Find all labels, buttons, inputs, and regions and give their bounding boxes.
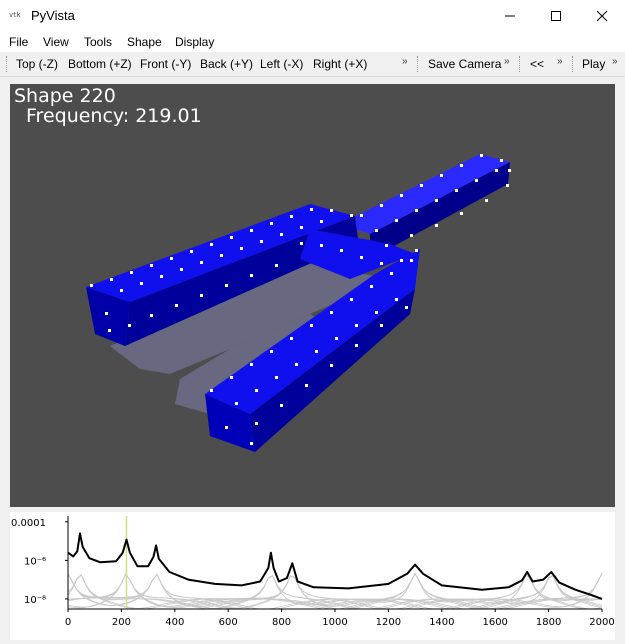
frequency-label: Frequency: 219.01 xyxy=(26,105,202,127)
menu-display[interactable]: Display xyxy=(175,35,215,49)
mesh-nodes xyxy=(90,154,511,445)
handle-side-face xyxy=(370,162,510,259)
view-front-button[interactable]: Front (-Y) xyxy=(140,57,192,71)
view-left-button[interactable]: Left (-X) xyxy=(260,57,304,71)
toolbar-overflow-1-icon[interactable]: » xyxy=(402,56,408,67)
minimize-button[interactable] xyxy=(487,0,533,32)
y-tick-label: 0.0001 xyxy=(11,518,46,529)
view-top-button[interactable]: Top (-Z) xyxy=(16,57,58,71)
x-tick-label: 2000 xyxy=(589,617,614,628)
save-camera-button[interactable]: Save Camera xyxy=(428,57,502,71)
render-viewport[interactable]: Shape 220 Frequency: 219.01 xyxy=(10,84,615,507)
upper-prong-end-face xyxy=(86,287,130,346)
response-series-line xyxy=(67,532,603,600)
lower-prong-top-face xyxy=(205,249,420,414)
upper-prong-top-face xyxy=(86,204,355,302)
play-button[interactable]: Play xyxy=(582,57,606,71)
upper-prong-side-face xyxy=(125,216,360,346)
bridge-top-face xyxy=(300,229,415,279)
frequency-response-plot[interactable]: 0 200 400 600 800 1000 1200 1400 1600 1800 2000 0.0… xyxy=(10,512,615,640)
x-tick-label: 0 xyxy=(65,617,71,628)
view-bottom-button[interactable]: Bottom (+Z) xyxy=(68,57,132,71)
title-bar: vtk PyVista xyxy=(0,0,625,32)
close-icon xyxy=(596,10,608,22)
lower-prong-end-face xyxy=(205,394,255,452)
background-mode-curve xyxy=(67,573,603,610)
toolbar-overflow-4-icon[interactable]: » xyxy=(612,56,618,67)
toolbar-handle[interactable] xyxy=(6,56,7,72)
menu-view[interactable]: View xyxy=(43,35,69,49)
frequency-chart: 0 200 400 600 800 1000 1200 1400 1600 1800 2000 0.0… xyxy=(11,516,615,628)
vtk-logo-icon: vtk xyxy=(9,11,21,19)
menu-shape[interactable]: Shape xyxy=(127,35,162,49)
menu-file[interactable]: File xyxy=(9,35,29,49)
menu-tools[interactable]: Tools xyxy=(84,35,113,49)
toolbar-handle[interactable] xyxy=(519,56,520,72)
view-back-button[interactable]: Back (+Y) xyxy=(200,57,254,71)
x-tick-label: 600 xyxy=(219,617,238,628)
maximize-icon xyxy=(551,11,561,21)
maximize-button[interactable] xyxy=(533,0,579,32)
y-tick-label: 10⁻⁸ xyxy=(24,595,46,606)
close-button[interactable] xyxy=(579,0,625,32)
x-tick-label: 200 xyxy=(112,617,131,628)
toolbar-overflow-2-icon[interactable]: » xyxy=(504,56,510,67)
tuning-fork-mesh xyxy=(86,154,511,452)
x-tick-label: 1400 xyxy=(429,617,454,628)
window-title: PyVista xyxy=(31,8,75,23)
toolbar-handle[interactable] xyxy=(572,56,573,72)
toolbar-overflow-3-icon[interactable]: » xyxy=(557,56,563,67)
background-mode-curve xyxy=(67,573,603,610)
handle-top-face xyxy=(340,154,510,234)
x-tick-label: 800 xyxy=(272,617,291,628)
x-tick-label: 1600 xyxy=(482,617,507,628)
previous-shape-button[interactable]: << xyxy=(530,57,545,71)
shape-label: Shape 220 xyxy=(14,85,116,107)
toolbar: Top (-Z) Bottom (+Z) Front (-Y) Back (+Y… xyxy=(0,52,625,77)
view-right-button[interactable]: Right (+X) xyxy=(313,57,368,71)
toolbar-handle[interactable] xyxy=(417,56,418,72)
y-tick-label: 10⁻⁶ xyxy=(24,556,46,567)
left-edge-rail xyxy=(0,84,3,640)
minimize-icon xyxy=(505,15,515,17)
background-mode-curve xyxy=(67,572,603,610)
x-tick-label: 1000 xyxy=(322,617,347,628)
menu-bar: File View Tools Shape Display xyxy=(0,32,625,52)
background-mode-curve xyxy=(67,573,603,610)
x-tick-label: 1800 xyxy=(536,617,561,628)
lower-prong-side-face xyxy=(250,289,415,452)
x-tick-label: 1200 xyxy=(376,617,401,628)
x-tick-label: 400 xyxy=(165,617,184,628)
